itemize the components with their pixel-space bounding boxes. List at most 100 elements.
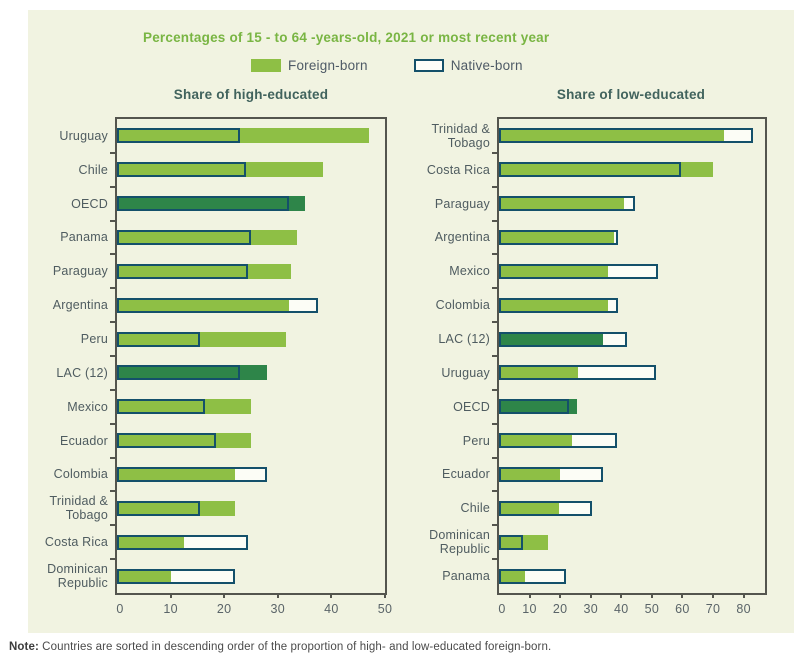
x-axis-tick-label: 50	[377, 602, 393, 616]
bar-foreign-born	[117, 534, 184, 550]
y-axis-tick	[492, 388, 497, 391]
bar-native-born	[499, 162, 681, 178]
bar-native-born	[117, 568, 235, 584]
x-axis-tick-label: 50	[644, 602, 660, 616]
bar-foreign-born	[117, 196, 305, 212]
category-label: Mexico	[449, 264, 490, 279]
bar-native-born	[499, 568, 567, 584]
category-label: Ecuador	[442, 467, 490, 482]
bar-native-born	[117, 365, 241, 381]
x-axis-tick-label: 0	[498, 602, 506, 616]
category-label: Panama	[60, 230, 108, 245]
bar-native-born	[117, 500, 201, 516]
y-axis-tick	[492, 456, 497, 459]
bar-foreign-born	[499, 433, 573, 449]
x-axis-tick	[384, 593, 386, 598]
y-axis-tick	[492, 558, 497, 561]
bar-foreign-born	[499, 365, 579, 381]
legend-foreign-label: Foreign-born	[288, 58, 368, 73]
bar-native-born	[499, 196, 636, 212]
category-label: Peru	[462, 433, 490, 448]
y-axis-tick	[110, 185, 115, 188]
x-axis-tick	[742, 593, 745, 598]
y-axis-tick	[492, 253, 497, 256]
bar-native-born	[117, 196, 289, 212]
legend-item-native-born: Native-born	[413, 58, 523, 73]
note-label: Note:	[9, 641, 39, 653]
bar-native-born	[499, 128, 753, 144]
x-axis-tick-label: 40	[324, 602, 339, 616]
category-label: OECD	[453, 399, 490, 414]
figure-title: Percentages of 15 - to 64 -years-old, 20…	[143, 30, 550, 45]
bar-native-born	[117, 128, 241, 144]
bar-native-born	[499, 297, 619, 313]
y-axis-tick	[492, 355, 497, 357]
category-label: Ecuador	[60, 433, 108, 448]
bar-native-born	[117, 297, 318, 313]
category-label: Costa Rica	[426, 162, 490, 177]
x-axis-tick	[528, 593, 531, 598]
y-axis-tick	[110, 219, 115, 222]
bar-native-born	[499, 263, 658, 279]
x-axis-tick	[223, 593, 226, 598]
y-axis-tick	[492, 321, 497, 324]
x-axis-tick-label: 10	[522, 602, 537, 616]
y-axis-tick	[492, 490, 497, 493]
x-axis-tick-label: 70	[705, 602, 721, 616]
bar-foreign-born	[499, 128, 724, 144]
category-label: LAC (12)	[438, 332, 490, 347]
bar-foreign-born	[117, 297, 289, 313]
bar-native-born	[499, 331, 628, 347]
bar-foreign-born	[499, 534, 548, 550]
bar-foreign-born	[117, 500, 235, 516]
x-axis-tick-label: 40	[614, 602, 629, 616]
bar-native-born	[117, 433, 217, 449]
x-axis-tick	[330, 593, 333, 598]
bar-foreign-born	[117, 467, 235, 482]
bar-native-born	[117, 230, 251, 245]
x-axis-tick	[681, 593, 684, 598]
y-axis-tick	[492, 151, 497, 154]
plot-low-educated: Trinidad & Tobago Costa Rica Paraguay Argen…	[427, 117, 767, 616]
category-label: OECD	[71, 196, 108, 211]
x-axis-tick-label: 20	[552, 602, 568, 616]
bar-foreign-born	[499, 399, 577, 415]
bar-native-born	[499, 399, 570, 415]
y-axis-tick	[110, 321, 115, 324]
category-label: Uruguay	[59, 128, 108, 143]
legend-native-label: Native-born	[450, 58, 523, 73]
y-axis-tick	[492, 185, 497, 188]
bar-native-born	[117, 399, 206, 415]
category-label: Chile	[460, 501, 490, 516]
category-label: Colombia	[435, 298, 490, 313]
category-label: Uruguay	[441, 365, 490, 380]
y-axis-tick	[110, 524, 115, 527]
bar-native-born	[117, 162, 246, 178]
chart-card-background	[28, 10, 794, 633]
y-axis-tick	[110, 456, 115, 459]
y-axis-tick	[492, 524, 497, 527]
category-label: Dominican Republic	[429, 528, 490, 557]
bar-foreign-born	[499, 297, 608, 313]
bar-foreign-born	[499, 162, 714, 178]
category-label: Paraguay	[52, 264, 108, 279]
bar-foreign-born	[499, 196, 625, 212]
native-born-swatch-icon	[413, 59, 444, 72]
y-axis-tick	[492, 422, 497, 425]
bar-foreign-born	[117, 230, 297, 245]
bar-native-born	[117, 331, 201, 347]
x-axis-tick-label: 30	[270, 602, 286, 616]
bar-foreign-born	[499, 331, 603, 347]
category-label: Trinidad & Tobago	[49, 494, 108, 523]
bar-native-born	[499, 230, 619, 245]
foreign-born-swatch-icon	[251, 59, 281, 72]
bar-foreign-born	[117, 568, 171, 584]
bar-native-born	[499, 500, 593, 516]
y-axis-tick	[492, 287, 497, 290]
legend: Foreign-born Native-born	[251, 58, 523, 73]
y-axis-tick	[110, 253, 115, 256]
category-label: Colombia	[53, 467, 108, 482]
bar-foreign-born	[117, 433, 251, 449]
category-label: Chile	[78, 162, 108, 177]
y-axis-tick	[110, 422, 115, 425]
